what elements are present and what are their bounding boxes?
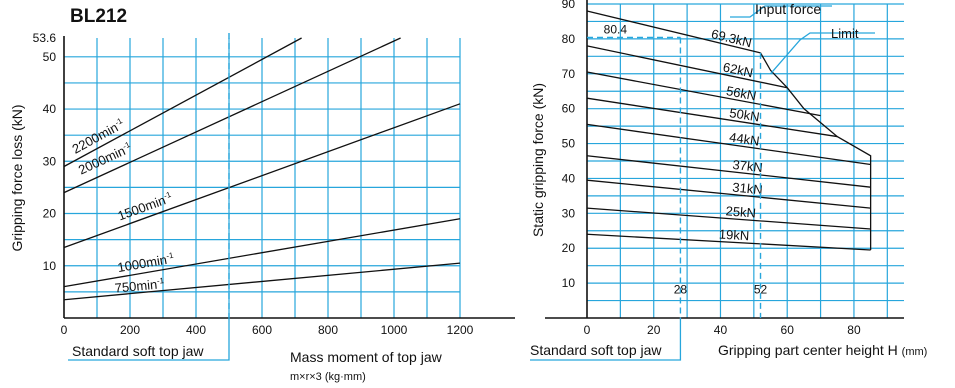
x-tick-label: 400 [186,323,206,337]
x-tick-label: 1000 [381,323,408,337]
value-80-4-label: 80.4 [604,22,628,36]
series-line [586,45,788,89]
y-max-label: 53.6 [33,31,57,45]
series-label: 25kN [725,203,756,220]
y-tick-label: 90 [562,0,576,11]
y-tick-label: 60 [562,102,576,116]
series-line [586,71,821,117]
x-tick-label: 1200 [447,323,474,337]
x-axis-subtitle: m×r×3 (kg·mm) [290,371,366,383]
y-tick-label: 10 [43,259,57,273]
x-tick-label: 0 [61,323,68,337]
series-line [63,37,302,168]
limit-leader [770,32,875,75]
series-line [63,37,401,194]
series-line [586,97,838,138]
limit-curve [759,52,872,250]
y-tick-label: 40 [562,171,576,185]
chart-title: BL212 [70,6,127,27]
input-force-label: Input force [755,1,821,17]
y-tick-label: 20 [43,207,57,221]
series-line [586,123,871,166]
left-chart-gripping-force-loss: 0 200 400 600 800 1000 1200102030405053.62200m… [9,31,515,383]
h52-label: 52 [754,283,768,297]
input-force-leader [730,5,832,18]
limit-label: Limit [831,26,859,41]
series-label: 50kN [728,105,760,124]
series-line [586,233,871,251]
series-label: 19kN [718,227,749,244]
y-tick-label: 50 [562,137,576,151]
standard-jaw-leader [530,318,682,361]
x-tick-label: 60 [781,323,795,337]
y-tick-label: 50 [43,50,57,64]
series-label: 37kN [732,157,764,175]
standard-jaw-label: Standard soft top jaw [530,342,662,358]
series-line [63,262,461,301]
x-tick-label: 80 [847,323,861,337]
y-tick-label: 20 [562,241,576,255]
series-label: 31kN [732,180,764,198]
x-tick-label: 20 [647,323,661,337]
series-label: 750min-1 [114,276,165,296]
y-axis-title: Static gripping force (kN) [530,83,546,237]
x-tick-label: 200 [120,323,140,337]
series-line [63,218,461,288]
series-line [586,10,761,54]
series-label: 56kN [725,83,758,103]
y-tick-label: 10 [562,276,576,290]
series-label: 62kN [722,59,755,80]
series-line [586,207,871,230]
x-axis-title: Mass moment of top jaw [290,349,443,365]
x-axis-title: Gripping part center height H (mm) [718,342,927,358]
y-tick-label: 70 [562,67,576,81]
x-tick-label: 0 [584,323,591,337]
x-tick-label: 40 [714,323,728,337]
series-line [586,179,871,209]
series-label: 1000min-1 [116,251,175,276]
x-tick-label: 600 [252,323,272,337]
y-axis-title: Gripping force loss (kN) [9,104,25,251]
y-tick-label: 40 [43,102,57,116]
y-tick-label: 30 [43,154,57,168]
y-tick-label: 30 [562,206,576,220]
series-label: 44kN [728,130,760,149]
series-line [63,103,461,249]
x-tick-label: 800 [318,323,338,337]
h28-label: 28 [674,283,688,297]
standard-jaw-label: Standard soft top jaw [72,343,204,359]
standard-jaw-leader [68,318,230,361]
right-chart-static-gripping-force: 0 20 40 60 80 10 20 30 40 50 60 70 80 90 69.3kN 62kN 56k… [530,0,927,361]
series-label: 69.3kN [710,26,754,50]
series-line [586,155,871,188]
y-tick-label: 80 [562,32,576,46]
